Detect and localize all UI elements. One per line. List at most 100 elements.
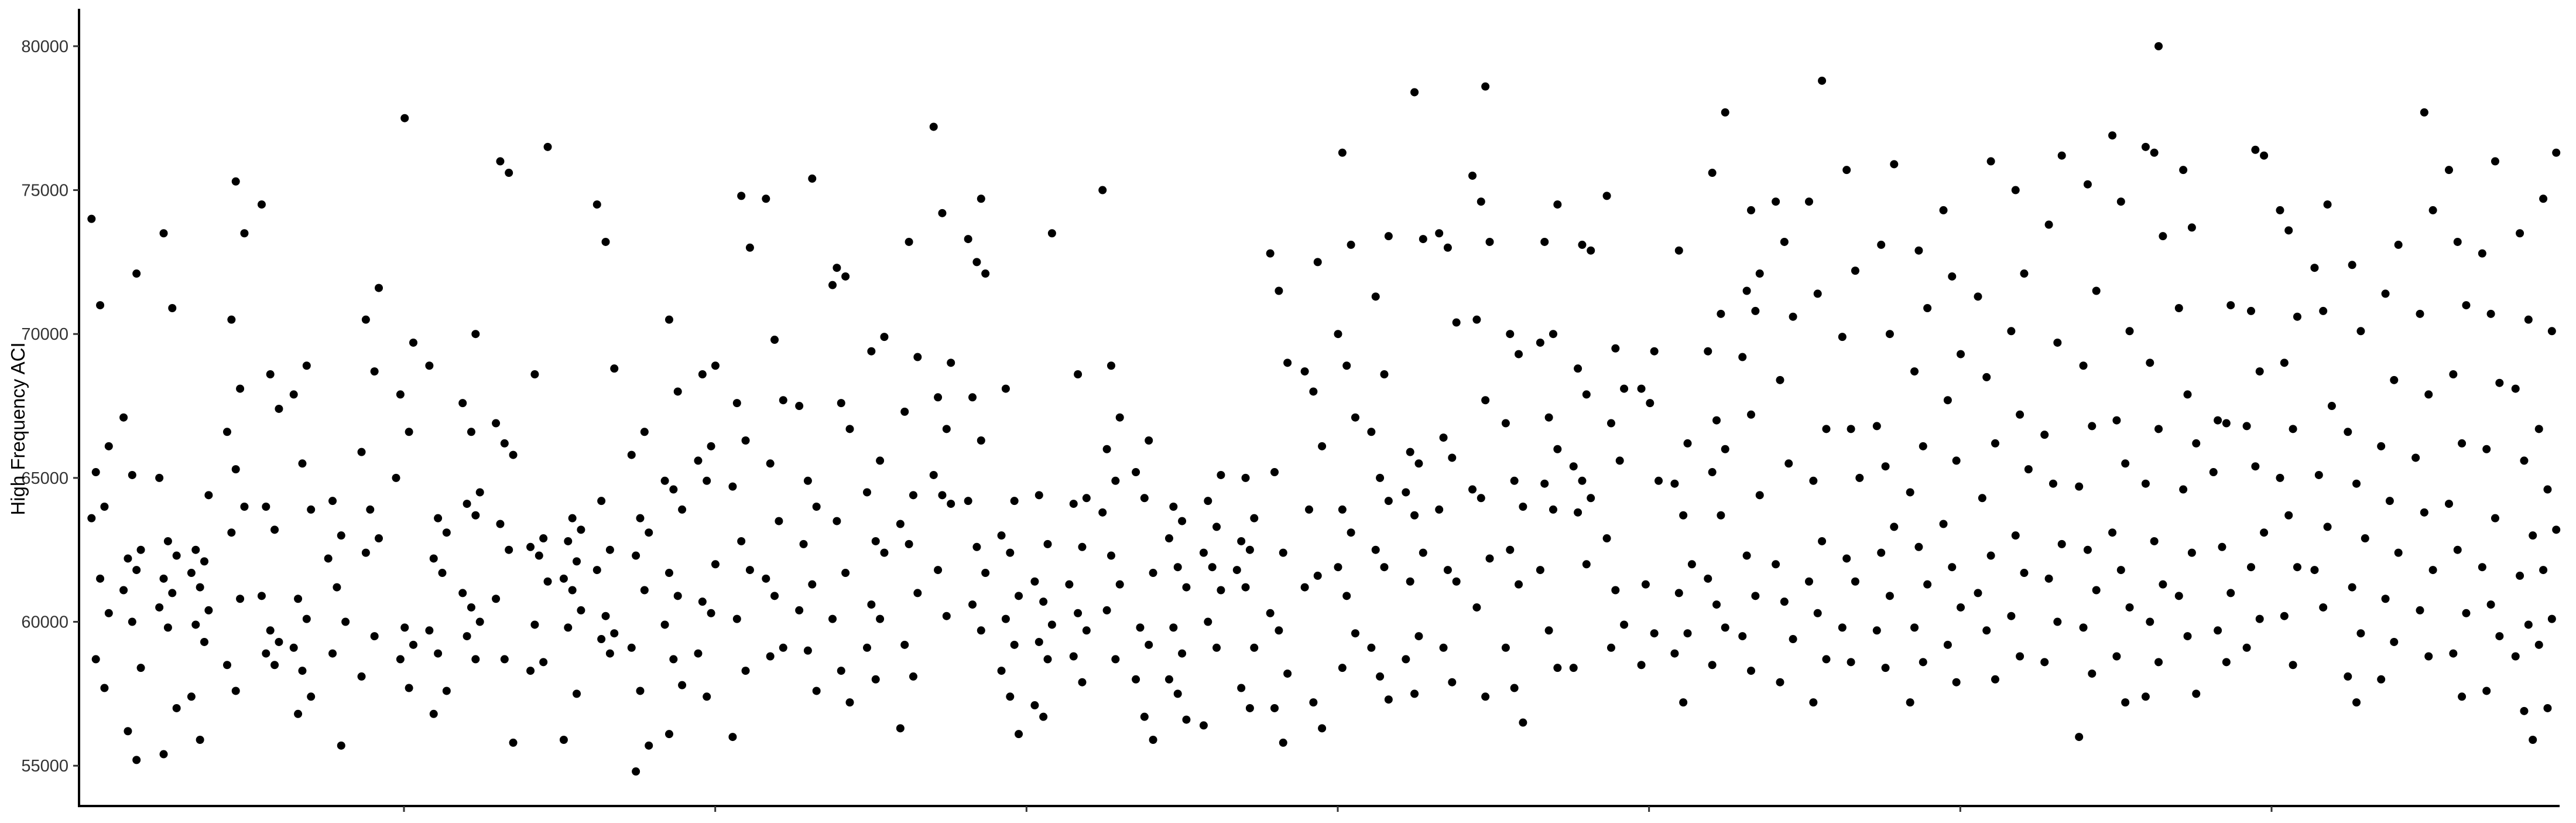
data-point [673, 592, 682, 600]
data-point [240, 503, 249, 511]
data-point [2486, 309, 2495, 318]
data-point [934, 566, 943, 575]
data-point [396, 390, 405, 399]
data-point [2251, 462, 2260, 471]
data-point [2486, 600, 2495, 609]
data-point [2007, 612, 2016, 620]
data-point [1519, 503, 1527, 511]
data-point [1149, 735, 1157, 744]
data-point [2529, 735, 2537, 744]
data-point [2246, 563, 2255, 572]
data-point [645, 741, 653, 750]
data-point [2179, 166, 2188, 175]
data-point [1804, 577, 1813, 586]
data-point [1342, 592, 1351, 600]
data-point [1078, 542, 1087, 551]
data-point [1717, 511, 1725, 520]
data-point [2543, 485, 2552, 494]
data-point [530, 620, 539, 629]
data-point [1974, 589, 1982, 597]
data-point [2449, 649, 2458, 658]
data-point [535, 551, 543, 560]
data-point [1952, 678, 1961, 687]
data-point [1435, 505, 1444, 514]
data-point [2348, 583, 2356, 592]
data-point [707, 609, 715, 617]
data-point [240, 229, 249, 238]
data-point [2529, 531, 2537, 540]
data-point [2276, 206, 2284, 214]
data-point [1708, 468, 1717, 477]
data-point [2053, 617, 2062, 626]
data-point [1338, 148, 1347, 157]
data-point [2079, 623, 2088, 632]
data-point [703, 476, 711, 485]
data-point [1637, 384, 1646, 393]
data-point [1789, 635, 1797, 644]
data-point [1611, 586, 1620, 595]
data-point [2174, 303, 2183, 312]
data-point [1991, 439, 1999, 448]
data-point [905, 539, 913, 548]
data-point [2112, 652, 2121, 661]
data-point [2057, 151, 2066, 160]
data-point [168, 303, 177, 312]
data-point [2424, 390, 2433, 399]
data-point [1587, 246, 1595, 255]
data-point [1851, 267, 1859, 275]
data-point [1751, 306, 1760, 315]
y-tick-label: 80000 [21, 37, 68, 56]
data-point [1145, 640, 1153, 649]
data-point [997, 667, 1006, 675]
data-point [492, 595, 501, 603]
data-point [2327, 402, 2336, 411]
data-point [187, 569, 196, 578]
data-point [1708, 661, 1717, 670]
data-point [1982, 626, 1991, 635]
data-point [204, 491, 213, 500]
data-point [1515, 350, 1523, 358]
data-point [673, 387, 682, 396]
data-point [1578, 476, 1587, 485]
data-point [732, 399, 741, 408]
data-point [867, 347, 876, 356]
data-point [1809, 476, 1818, 485]
data-point [1721, 623, 1729, 632]
data-point [2112, 416, 2121, 425]
data-point [155, 473, 164, 482]
data-point [837, 667, 845, 675]
data-point [1015, 730, 1023, 739]
data-point [257, 200, 266, 209]
data-point [2319, 603, 2328, 612]
data-point [100, 684, 109, 692]
data-point [977, 626, 985, 635]
data-point [2141, 692, 2150, 701]
data-point [808, 174, 817, 183]
data-point [128, 617, 136, 626]
data-point [87, 214, 96, 223]
data-point [1241, 583, 1250, 592]
data-point [2377, 442, 2386, 450]
data-point [1419, 235, 1427, 244]
data-point [539, 534, 548, 543]
data-point [1553, 664, 1562, 672]
data-point [370, 632, 379, 641]
data-point [913, 353, 922, 361]
y-tick-label: 65000 [21, 469, 68, 488]
data-point [1683, 629, 1692, 638]
data-point [977, 436, 985, 445]
data-point [2520, 706, 2529, 715]
data-point [2121, 698, 2130, 707]
data-point [2183, 390, 2192, 399]
data-point [812, 687, 821, 695]
data-point [1039, 597, 1048, 606]
data-point [2420, 508, 2428, 517]
data-point [1679, 698, 1688, 707]
data-point [1510, 476, 1519, 485]
data-point [505, 169, 513, 177]
data-point [227, 315, 236, 324]
data-point [458, 399, 467, 408]
data-point [1544, 413, 1553, 422]
data-point [2154, 658, 2163, 667]
